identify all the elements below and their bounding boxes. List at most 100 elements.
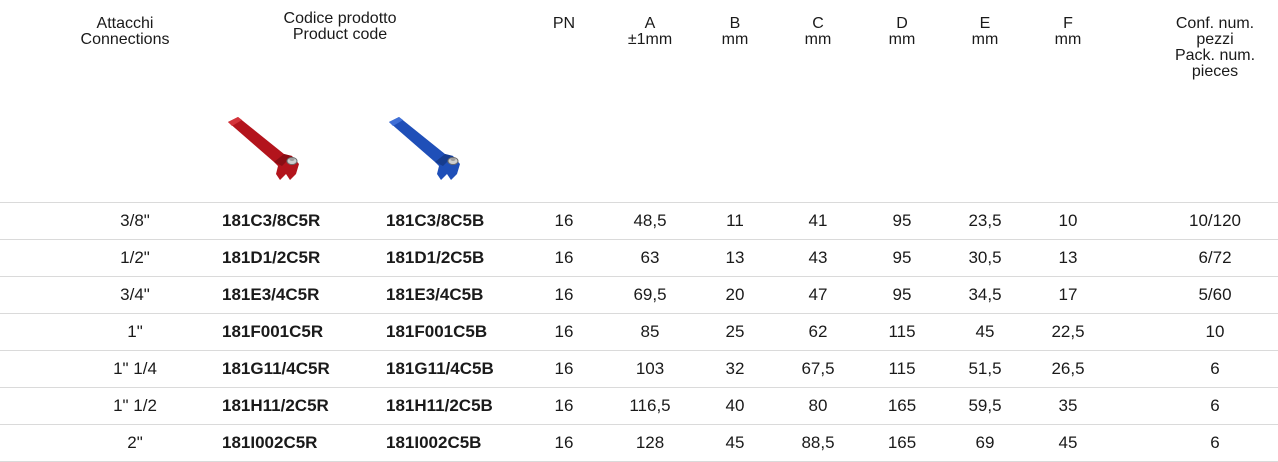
product-images-row [0, 110, 1278, 194]
cell-b: 20 [725, 285, 745, 304]
cell-pn: 16 [554, 433, 574, 452]
header-f-unit: mm [1054, 31, 1082, 48]
cell-pn: 16 [554, 248, 574, 267]
cell-connection: 2" [127, 433, 143, 452]
cell-b: 32 [725, 359, 745, 378]
header-b-unit: mm [721, 31, 749, 48]
cell-code-blue: 181D1/2C5B [386, 248, 485, 267]
cell-c: 88,5 [801, 433, 835, 452]
header-c-unit: mm [804, 31, 832, 48]
product-table: 3/8" 181C3/8C5R 181C3/8C5B 16 48,5 11 41… [0, 202, 1278, 462]
cell-f: 10 [1058, 211, 1078, 230]
header-pn-label: PN [552, 15, 576, 32]
header-e-letter: E [979, 15, 991, 32]
header-pack-it-2: pezzi [1196, 31, 1234, 48]
cell-a: 128 [635, 433, 665, 452]
cell-code-blue: 181G11/4C5B [386, 359, 494, 378]
cell-code-red: 181E3/4C5R [222, 285, 320, 304]
cell-pn: 16 [554, 322, 574, 341]
cell-d: 165 [887, 396, 917, 415]
cell-c: 67,5 [801, 359, 835, 378]
cell-e: 51,5 [968, 359, 1002, 378]
cell-a: 63 [640, 248, 660, 267]
cell-c: 47 [808, 285, 828, 304]
cell-f: 35 [1058, 396, 1078, 415]
cell-a: 69,5 [633, 285, 667, 304]
header-b-letter: B [729, 15, 741, 32]
cell-e: 69 [975, 433, 995, 452]
cell-d: 95 [892, 285, 912, 304]
cell-e: 59,5 [968, 396, 1002, 415]
cell-b: 11 [726, 211, 744, 230]
cell-f: 13 [1058, 248, 1078, 267]
cell-pack: 10/120 [1189, 211, 1241, 230]
cell-d: 115 [888, 359, 916, 378]
cell-d: 115 [888, 322, 916, 341]
table-row: 1/2" 181D1/2C5R 181D1/2C5B 16 63 13 43 9… [0, 240, 1278, 277]
table-row: 3/8" 181C3/8C5R 181C3/8C5B 16 48,5 11 41… [0, 202, 1278, 240]
cell-a: 116,5 [629, 396, 671, 415]
header-pack-it-1: Conf. num. [1175, 15, 1255, 32]
table-row: 3/4" 181E3/4C5R 181E3/4C5B 16 69,5 20 47… [0, 277, 1278, 314]
cell-pack: 6 [1210, 359, 1220, 378]
cell-pack: 6 [1210, 433, 1220, 452]
header-pn: PN [544, 16, 584, 32]
cell-code-red: 181H11/2C5R [222, 396, 329, 415]
cell-connection: 3/8" [120, 211, 150, 230]
red-lever-handle-icon [228, 117, 299, 180]
header-product-code: Codice prodotto Product code [250, 11, 430, 43]
cell-pack: 10 [1205, 322, 1225, 341]
cell-c: 41 [808, 211, 828, 230]
cell-code-blue: 181E3/4C5B [386, 285, 484, 304]
header-c: C mm [788, 16, 848, 48]
cell-b: 45 [725, 433, 745, 452]
header-f: F mm [1038, 16, 1098, 48]
cell-connection: 3/4" [120, 285, 150, 304]
header-d: D mm [872, 16, 932, 48]
cell-d: 95 [892, 248, 912, 267]
header-a: A ±1mm [610, 16, 690, 48]
cell-b: 13 [725, 248, 745, 267]
cell-connection: 1" 1/4 [113, 359, 157, 378]
header-pack: Conf. num. pezzi Pack. num. pieces [1150, 16, 1278, 80]
cell-a: 85 [640, 322, 660, 341]
cell-c: 43 [808, 248, 828, 267]
cell-e: 45 [975, 322, 995, 341]
cell-pack: 6 [1210, 396, 1220, 415]
cell-code-red: 181D1/2C5R [222, 248, 321, 267]
cell-code-red: 181I002C5R [222, 433, 318, 452]
cell-f: 26,5 [1051, 359, 1085, 378]
cell-e: 23,5 [968, 211, 1002, 230]
cell-f: 22,5 [1051, 322, 1085, 341]
header-pack-en-1: Pack. num. [1174, 47, 1256, 64]
header-f-letter: F [1063, 15, 1073, 32]
header-connections-it: Attacchi [96, 15, 154, 32]
table-row: 1" 1/4 181G11/4C5R 181G11/4C5B 16 103 32… [0, 351, 1278, 388]
header-c-letter: C [812, 15, 824, 32]
table-row: 1" 181F001C5R 181F001C5B 16 85 25 62 115… [0, 314, 1278, 351]
header-a-letter: A [644, 15, 656, 32]
cell-e: 34,5 [968, 285, 1002, 304]
cell-a: 103 [635, 359, 665, 378]
cell-d: 165 [887, 433, 917, 452]
header-d-unit: mm [888, 31, 916, 48]
cell-e: 30,5 [968, 248, 1002, 267]
cell-pn: 16 [554, 285, 574, 304]
cell-b: 25 [725, 322, 745, 341]
cell-pn: 16 [554, 211, 574, 230]
table-row: 2" 181I002C5R 181I002C5B 16 128 45 88,5 … [0, 425, 1278, 462]
cell-a: 48,5 [633, 211, 667, 230]
cell-connection: 1" 1/2 [113, 396, 157, 415]
cell-connection: 1" [127, 322, 143, 341]
header-d-letter: D [896, 15, 908, 32]
header-connections: Attacchi Connections [40, 16, 210, 48]
blue-lever-handle-icon [389, 117, 460, 180]
cell-c: 62 [808, 322, 828, 341]
cell-code-red: 181F001C5R [222, 322, 324, 341]
cell-code-blue: 181C3/8C5B [386, 211, 485, 230]
header-b: B mm [705, 16, 765, 48]
cell-connection: 1/2" [120, 248, 150, 267]
header-product-code-en: Product code [292, 26, 388, 43]
cell-f: 45 [1058, 433, 1078, 452]
cell-b: 40 [725, 396, 745, 415]
